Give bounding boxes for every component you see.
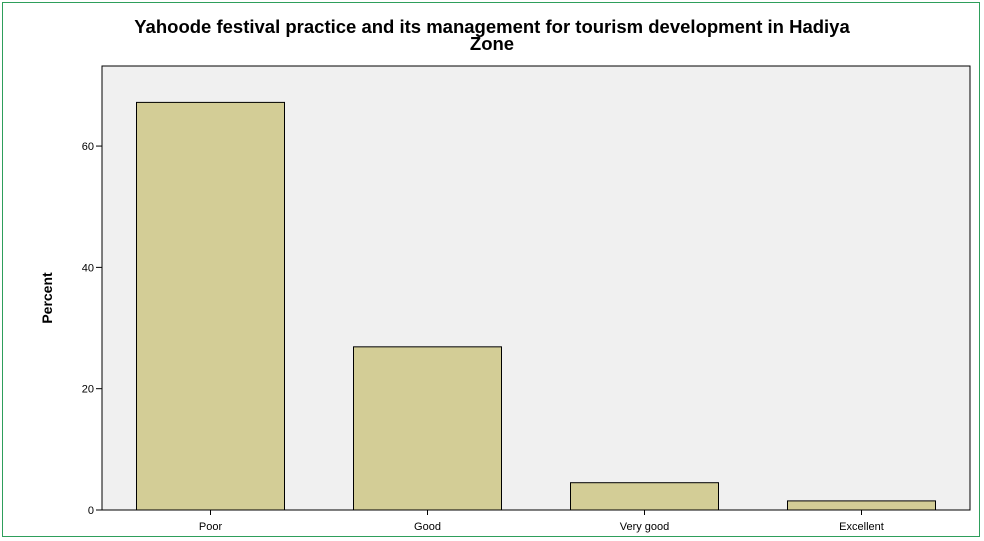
y-axis-label: Percent — [39, 272, 55, 324]
x-tick-label: Very good — [620, 521, 670, 533]
bar-poor — [136, 101, 285, 511]
y-tick-label: 40 — [82, 262, 94, 274]
y-tick-label: 60 — [82, 141, 94, 153]
chart-title-line-1: Yahoode festival practice and its manage… — [134, 16, 850, 37]
bar-good — [353, 346, 502, 511]
y-tick-label: 0 — [88, 505, 94, 517]
x-tick-label: Excellent — [839, 521, 884, 533]
bar-excellent — [787, 500, 936, 511]
x-axis: Poor Good Very good Excellent — [199, 510, 884, 533]
bar-very-good — [570, 482, 719, 511]
y-axis: 0 20 40 60 — [82, 141, 102, 517]
chart-title: Yahoode festival practice and its manage… — [0, 16, 984, 54]
bars-group — [136, 101, 936, 511]
chart-title-line-2: Zone — [469, 33, 515, 54]
x-tick-label: Good — [414, 521, 441, 533]
x-tick-label: Poor — [199, 521, 223, 533]
y-tick-label: 20 — [82, 384, 94, 396]
